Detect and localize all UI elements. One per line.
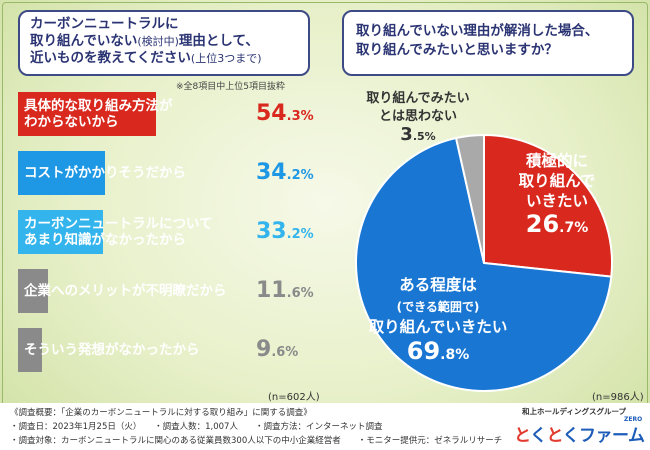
bar-value-int: 54 <box>256 101 287 126</box>
bar <box>18 92 157 136</box>
bar <box>18 328 43 372</box>
bar-category-label: コストがかかりそうだから <box>24 165 186 181</box>
bar-category-label: そういう発想がなかったから <box>24 342 200 358</box>
bar-category-label: カーボンニュートラルについて あまり知識がなかったから <box>24 216 213 248</box>
brand-logo-char: く <box>562 426 580 446</box>
pie-value-int: 3 <box>400 124 413 145</box>
pie-slice <box>355 136 613 392</box>
bar-value-label: 11.6% <box>256 278 314 303</box>
pie-label-line: (できる範囲で) <box>397 299 480 314</box>
question-line-3a: 近いものを教えてください <box>30 50 191 66</box>
question-line-1: カーボンニュートラルに <box>30 16 179 32</box>
pie-value-label: 3.5% <box>400 124 435 145</box>
bar-value-label: 9.6% <box>256 337 298 362</box>
pie-value-dec: .8% <box>440 347 469 363</box>
bar <box>18 210 103 254</box>
pie-label-line: 取り組んでいきたい <box>369 317 508 336</box>
pie-label-line: ある程度は <box>399 275 477 294</box>
pie-value-label: 69.8% <box>407 337 470 365</box>
pie-value-label: 26.7% <box>526 210 589 238</box>
bar <box>18 151 106 195</box>
pie-label-line: 取り組んでみたい <box>366 90 469 106</box>
bar-value-int: 33 <box>256 219 287 244</box>
pie-value-int: 69 <box>407 337 440 365</box>
brand-zero-mark: ZERO <box>624 416 643 423</box>
bar-value-dec: .6% <box>271 345 299 360</box>
bar-value-int: 34 <box>256 160 287 185</box>
bar-row: コストがかかりそうだから 34.2% <box>18 151 318 195</box>
bar-row: 具体的な取り組み方法が わからないから 54.3% <box>18 92 318 136</box>
bar <box>18 269 48 313</box>
pie-slice <box>454 133 485 264</box>
pie-sample-size: (n=986人) <box>592 392 644 403</box>
bar-category-label: 企業へのメリットが不明瞭だから <box>24 283 227 299</box>
bar-sample-size: (n=602人) <box>268 392 320 403</box>
pie-value-dec: .7% <box>559 220 588 236</box>
bar-value-label: 33.2% <box>256 219 314 244</box>
brand-logo: とくとくファーム <box>514 421 645 446</box>
pie-label-line: いきたい <box>526 192 588 210</box>
pie-label-line: 取り組んで <box>519 171 596 190</box>
bar-row: 企業へのメリットが不明瞭だから 11.6% <box>18 269 318 313</box>
bar-value-int: 9 <box>256 337 272 362</box>
bar-value-int: 11 <box>256 278 287 303</box>
brand-logo-text: ファーム <box>579 426 645 446</box>
pie-value-int: 26 <box>526 210 559 238</box>
bar-category-label: 具体的な取り組み方法が わからないから <box>24 98 173 130</box>
pie-label-line: とは思わない <box>379 109 457 124</box>
survey-details-2: ・調査対象：カーボンニュートラルに関心のある従業員数300人以下の中小企業経営者… <box>10 436 503 446</box>
survey-title: 《調査概要：「企業のカーボンニュートラルに対する取り組み」に関する調査》 <box>10 408 312 418</box>
survey-details-1: ・調査日：2023年1月25日（火） ・調査人数：1,007人 ・調査方法：イン… <box>10 422 383 432</box>
brand-logo-char: と <box>546 426 564 446</box>
bar-value-dec: .6% <box>286 286 314 301</box>
pie-label-line: 積極的に <box>525 151 588 170</box>
question-line-1: 取り組んでいない理由が解消した場合、 <box>356 23 599 39</box>
pie-slice <box>483 133 613 278</box>
item-note: ※全8項目中上位5項目抜粋 <box>176 82 285 92</box>
question-line-3: 近いものを教えてください(上位3つまで) <box>30 50 298 67</box>
brand-logo-char: と <box>514 426 531 446</box>
question-line-2a: 取り組んでいない <box>30 33 138 49</box>
question-line-2b: (検討中) <box>137 35 179 48</box>
brand-logo-char: く <box>530 426 547 446</box>
brand-group-name: 和上ホールディングスグループ <box>522 407 627 416</box>
question-line-2: 取り組んでいない(検討中)理由として、 <box>30 33 298 50</box>
bar-value-label: 34.2% <box>256 160 314 185</box>
bar-value-dec: .2% <box>286 168 314 183</box>
pie-chart-question: 取り組んでいない理由が解消した場合、 取り組んでみたいと思いますか？ <box>342 10 634 76</box>
bar-row: カーボンニュートラルについて あまり知識がなかったから 33.2% <box>18 210 318 254</box>
question-line-3b: (上位3つまで) <box>190 52 262 65</box>
question-line-2c: 理由として、 <box>178 33 259 49</box>
bar-value-label: 54.3% <box>256 101 314 126</box>
question-line-2: 取り組んでみたいと思いますか？ <box>356 42 558 58</box>
bar-chart-question: カーボンニュートラルに 取り組んでいない(検討中)理由として、 近いものを教えて… <box>18 10 310 76</box>
pie-value-dec: .5% <box>413 130 436 143</box>
bar-value-dec: .3% <box>286 109 314 124</box>
bar-row: そういう発想がなかったから 9.6% <box>18 328 318 372</box>
footer: 《調査概要：「企業のカーボンニュートラルに対する取り組み」に関する調査》 ・調査… <box>0 403 650 450</box>
bar-value-dec: .2% <box>286 227 314 242</box>
